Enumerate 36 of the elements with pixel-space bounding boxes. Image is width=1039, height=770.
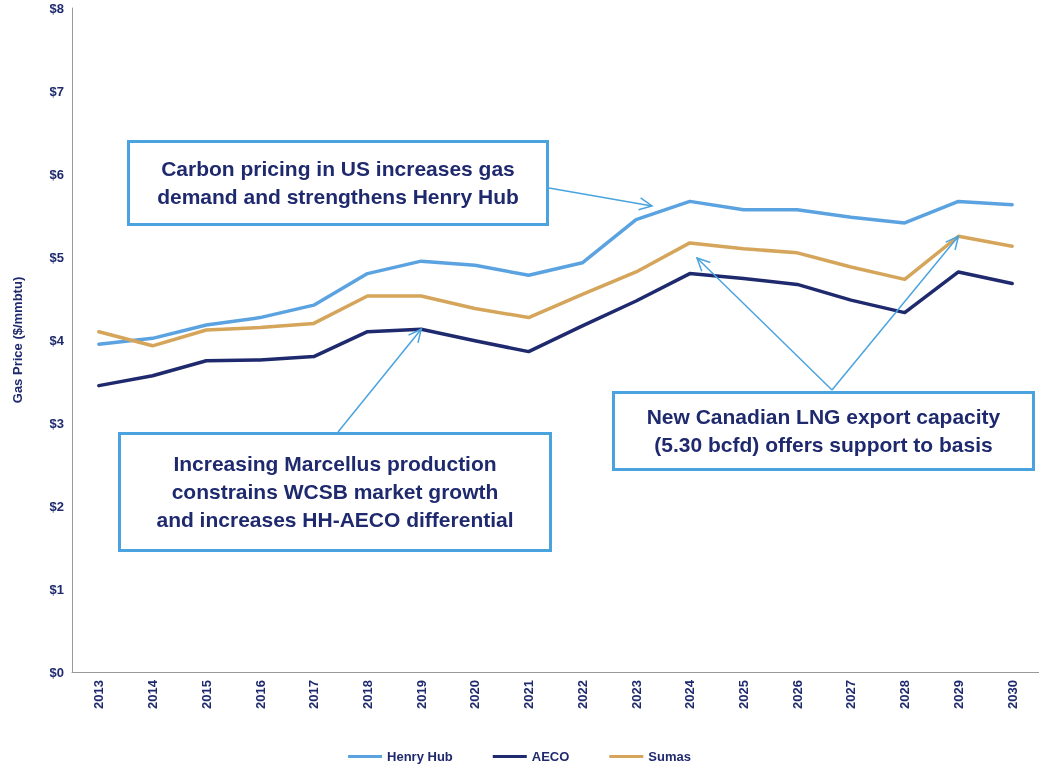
y-tick-label: $6 [49, 166, 64, 182]
y-tick-label: $7 [49, 83, 64, 99]
y-tick-label: $5 [49, 249, 64, 265]
callout-box: Increasing Marcellus production constrains WCSB market growth and increases HH-AECO differential [118, 432, 552, 552]
x-tick-label: 2028 [897, 680, 913, 709]
x-tick-label: 2019 [413, 680, 429, 709]
x-tick-label: 2013 [91, 680, 107, 709]
x-tick-label: 2021 [521, 680, 537, 709]
line-series [97, 234, 1014, 348]
x-tick-label: 2015 [198, 680, 214, 709]
callout-box: Carbon pricing in US increases gas demand and strengthens Henry Hub [127, 140, 549, 226]
x-tick-label: 2017 [306, 680, 322, 709]
x-tick-label: 2018 [359, 680, 375, 709]
x-tick-label: 2030 [1004, 680, 1020, 709]
y-tick-label: $8 [49, 0, 64, 16]
y-tick-label: $4 [49, 332, 65, 348]
x-tick-label: 2026 [789, 680, 805, 709]
x-tick-label: 2014 [145, 679, 161, 709]
legend-label: AECO [531, 749, 570, 764]
callout-box: New Canadian LNG export capacity (5.30 bcfd) offers support to basis [612, 391, 1035, 471]
legend-label: Henry Hub [387, 749, 453, 764]
x-tick-label: 2025 [736, 680, 752, 709]
legend-label: Sumas [648, 749, 691, 764]
y-axis-title: Gas Price ($/mmbtu) [10, 276, 25, 404]
x-tick-label: 2022 [574, 680, 590, 709]
x-tick-label: 2023 [628, 680, 644, 709]
y-tick-label: $3 [49, 415, 64, 431]
x-tick-label: 2016 [252, 680, 268, 709]
y-tick-label: $2 [49, 498, 64, 514]
y-tick-label: $1 [49, 581, 64, 597]
x-tick-label: 2029 [950, 680, 966, 709]
x-tick-label: 2027 [843, 680, 859, 709]
x-tick-label: 2024 [682, 679, 698, 709]
y-tick-label: $0 [49, 664, 64, 680]
x-tick-label: 2020 [467, 680, 483, 709]
line-series [97, 270, 1014, 388]
